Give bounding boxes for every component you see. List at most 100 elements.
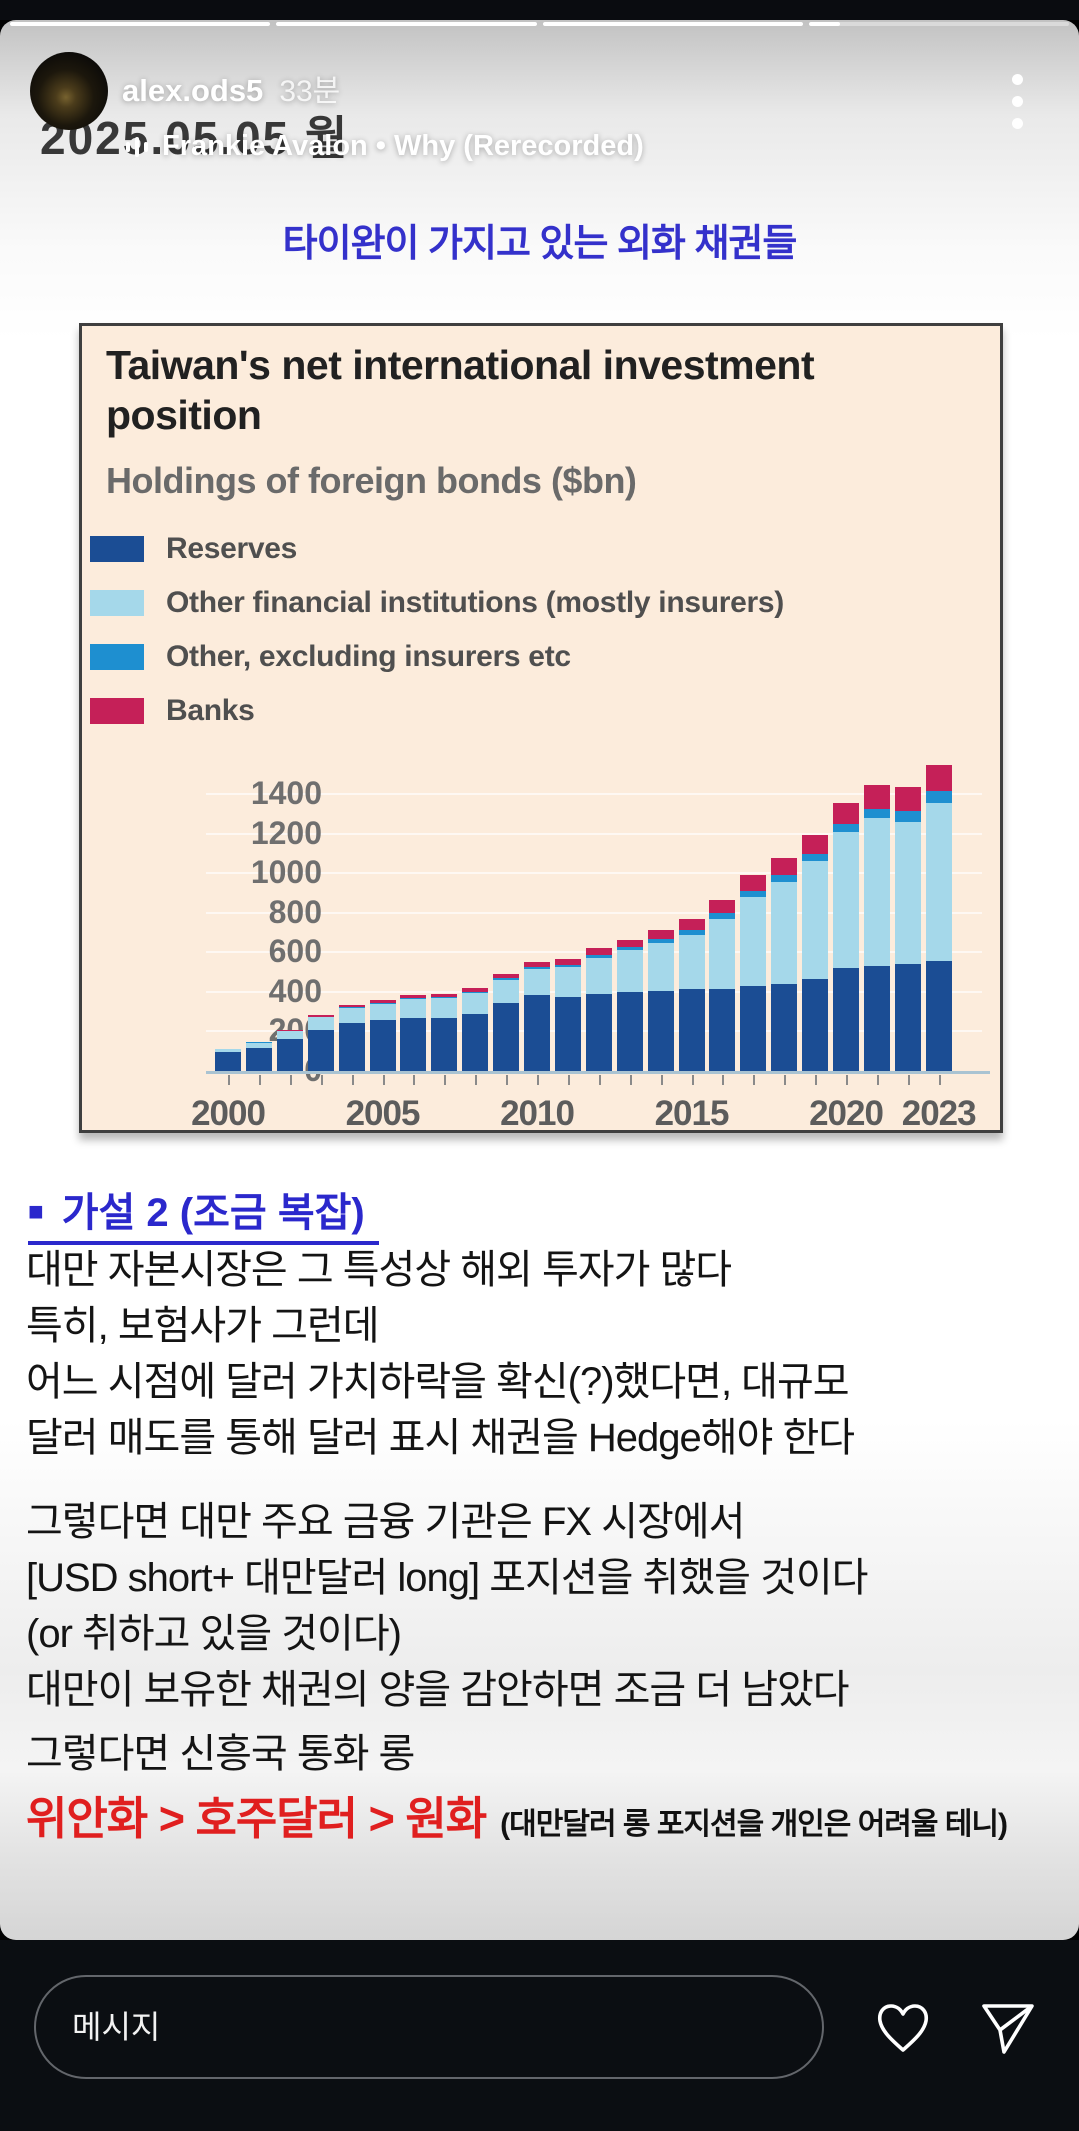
bar-segment	[338, 1022, 365, 1071]
x-axis-line	[206, 1071, 990, 1074]
bar-segment	[276, 1039, 303, 1071]
message-input[interactable]	[34, 1975, 824, 2079]
x-axis-tick	[938, 1075, 941, 1085]
bar-segment	[400, 998, 427, 1000]
bar-segment	[369, 999, 396, 1003]
legend-item: Reserves	[90, 522, 784, 576]
y-axis-tick-label: 1400	[250, 775, 322, 812]
bar-segment	[307, 1017, 334, 1030]
chart-plot-area: 0200400600800100012001400200020052010201…	[191, 732, 990, 1133]
bar-2001	[245, 1042, 272, 1071]
bar-segment	[431, 993, 458, 998]
y-axis-tick-label: 800	[268, 893, 322, 930]
bar-2020	[833, 803, 859, 1071]
story-title: 타이완이 가지고 있는 외화 채권들	[282, 223, 798, 265]
bar-2000	[215, 1049, 241, 1071]
legend-item: Other, excluding insurers etc	[90, 630, 784, 684]
x-axis-tick	[444, 1075, 447, 1085]
x-axis-tick	[320, 1075, 323, 1085]
story-reply-bar	[0, 1940, 1079, 2131]
x-axis-label: 2015	[654, 1094, 730, 1133]
bar-segment	[863, 817, 890, 967]
bar-segment	[400, 999, 427, 1019]
avatar[interactable]	[30, 52, 108, 130]
bar-segment	[894, 964, 921, 1071]
bar-segment	[524, 967, 550, 970]
x-axis-label: 2005	[345, 1094, 421, 1133]
music-attribution[interactable]: Frankie Avalon • Why (Rerecorded)	[124, 130, 644, 163]
x-axis-tick	[784, 1075, 787, 1085]
bar-segment	[215, 1052, 241, 1071]
bar-2021	[863, 785, 890, 1071]
bar-segment	[524, 969, 550, 995]
bar-2023	[925, 764, 952, 1071]
username[interactable]: alex.ods5	[122, 73, 264, 108]
bar-segment	[740, 896, 767, 986]
bar-segment	[616, 992, 643, 1071]
bar-segment	[616, 947, 643, 951]
bar-segment	[585, 957, 612, 994]
bar-segment	[245, 1042, 272, 1048]
bar-segment	[925, 961, 952, 1071]
paragraph-2: 그렇다면 대만 주요 금융 기관은 FX 시장에서 [USD short+ 대만…	[26, 1500, 868, 1712]
bar-2004	[338, 1004, 365, 1071]
progress-segment	[10, 22, 271, 26]
y-axis-tick-label: 1200	[250, 814, 322, 851]
bar-segment	[863, 966, 890, 1071]
bullet-square-icon: ■	[28, 1196, 44, 1226]
bar-segment	[894, 811, 921, 822]
bar-segment	[833, 967, 859, 1071]
bar-segment	[276, 1031, 303, 1040]
x-axis-tick	[722, 1075, 725, 1085]
legend-swatch	[90, 644, 144, 670]
bar-segment	[431, 1017, 458, 1071]
bar-segment	[276, 1030, 303, 1032]
bar-segment	[802, 853, 829, 862]
bar-segment	[678, 988, 705, 1071]
bar-segment	[616, 950, 643, 993]
bar-segment	[894, 787, 921, 812]
bar-segment	[554, 959, 581, 965]
bar-segment	[771, 857, 798, 875]
bar-2007	[431, 993, 458, 1071]
music-title: Frankie Avalon • Why (Rerecorded)	[162, 130, 644, 162]
story-content[interactable]: 2025.05.05 월 타이완이 가지고 있는 외화 채권들 Taiwan's…	[0, 20, 1079, 1940]
gridline	[206, 911, 982, 914]
legend-label: Other, excluding insurers etc	[166, 640, 571, 673]
bar-segment	[740, 985, 767, 1071]
bar-segment	[863, 785, 890, 809]
story-timestamp: 33분	[279, 75, 341, 108]
x-axis-tick	[598, 1075, 601, 1085]
bar-segment	[925, 764, 952, 792]
bar-2003	[307, 1014, 334, 1071]
bar-segment	[369, 1003, 396, 1021]
bar-segment	[245, 1047, 272, 1071]
bar-2022	[894, 787, 921, 1071]
story-progress-bar	[10, 22, 1069, 26]
bar-segment	[678, 934, 705, 989]
bar-2012	[585, 948, 612, 1071]
bar-segment	[493, 974, 520, 979]
bar-segment	[709, 900, 736, 914]
x-axis-tick	[506, 1075, 509, 1085]
share-button[interactable]	[978, 1998, 1038, 2060]
legend-item: Other financial institutions (mostly ins…	[90, 576, 784, 630]
x-axis-label: 2020	[809, 1094, 884, 1133]
bar-segment	[740, 890, 767, 897]
bar-segment	[925, 803, 952, 962]
bar-2008	[462, 988, 489, 1071]
bar-segment	[338, 1006, 365, 1008]
bar-2016	[709, 900, 736, 1071]
bar-segment	[400, 1018, 427, 1071]
bar-segment	[740, 875, 767, 891]
bar-segment	[554, 997, 581, 1071]
x-axis-tick	[228, 1075, 230, 1085]
x-axis-tick	[258, 1075, 261, 1085]
bar-2009	[493, 974, 520, 1071]
bar-2014	[647, 929, 674, 1071]
story-header[interactable]: alex.ods5 33분	[122, 66, 340, 110]
bar-segment	[647, 929, 674, 940]
more-options-button[interactable]	[1006, 68, 1029, 135]
bar-2015	[678, 918, 705, 1071]
like-heart-button[interactable]	[872, 1998, 934, 2060]
